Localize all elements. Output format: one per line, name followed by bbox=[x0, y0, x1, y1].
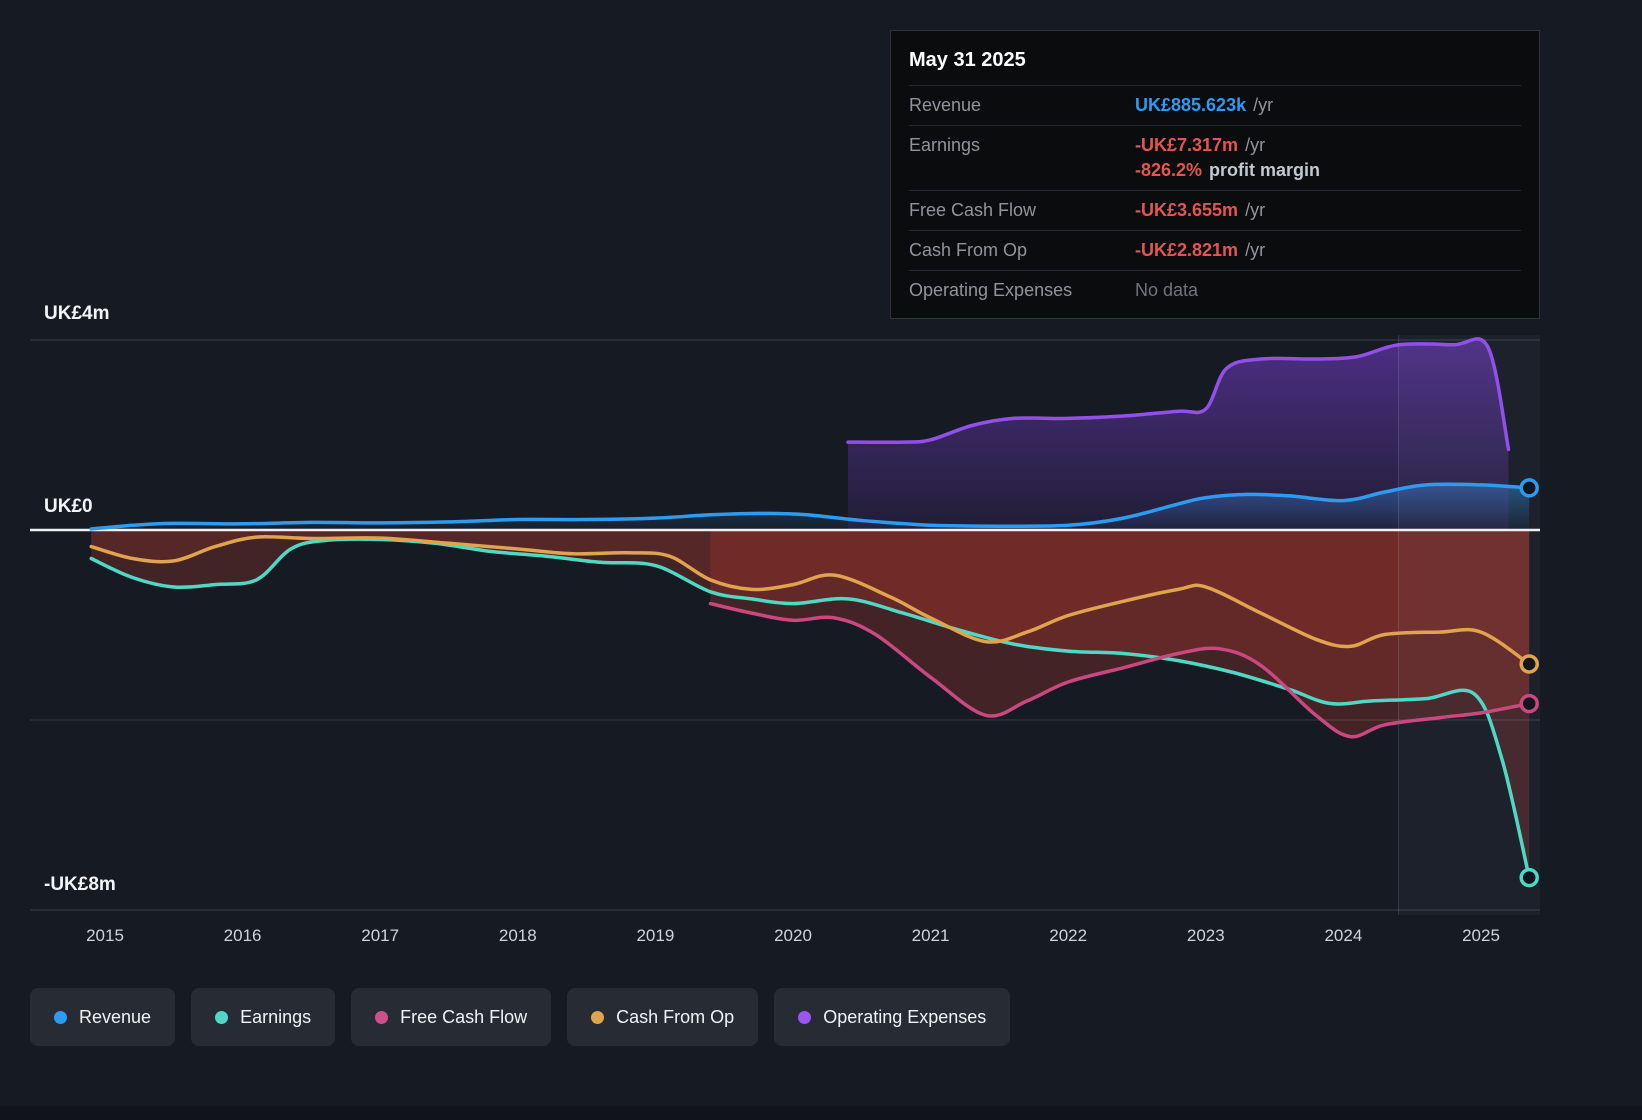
x-axis-label: 2021 bbox=[911, 926, 950, 945]
tooltip-row-free-cash-flow: Free Cash Flow -UK£3.655m/yr bbox=[909, 191, 1521, 231]
x-axis-label: 2016 bbox=[223, 926, 262, 945]
y-axis-label-top: UK£4m bbox=[44, 303, 110, 324]
legend-item-cash-from-op[interactable]: Cash From Op bbox=[567, 988, 759, 1046]
tooltip-revenue-label: Revenue bbox=[909, 95, 982, 115]
x-axis-label: 2020 bbox=[774, 926, 812, 945]
legend-label: Free Cash Flow bbox=[400, 1006, 528, 1027]
tooltip-row-cash-from-op: Cash From Op -UK£2.821m/yr bbox=[909, 231, 1521, 271]
tooltip-revenue-value: UK£885.623k/yr bbox=[1135, 95, 1274, 115]
legend-label: Cash From Op bbox=[616, 1006, 735, 1027]
x-axis-label: 2017 bbox=[361, 926, 400, 945]
tooltip-cashop-label: Cash From Op bbox=[909, 240, 1028, 260]
tooltip-row-revenue: Revenue UK£885.623k/yr bbox=[909, 86, 1521, 126]
legend-item-operating-expenses[interactable]: Operating Expenses bbox=[774, 988, 1011, 1046]
tooltip-cashop-value: -UK£2.821m/yr bbox=[1135, 240, 1266, 260]
x-axis-label: 2024 bbox=[1324, 926, 1363, 945]
legend-dot bbox=[591, 1010, 605, 1024]
tooltip-fcf-value: -UK£3.655m/yr bbox=[1135, 200, 1266, 220]
tooltip-date: May 31 2025 bbox=[909, 41, 1521, 86]
x-axis-label: 2023 bbox=[1186, 926, 1225, 945]
x-axis-label: 2015 bbox=[86, 926, 124, 945]
legend-dot bbox=[798, 1010, 812, 1024]
legend-dot bbox=[215, 1010, 229, 1024]
legend: Revenue Earnings Free Cash Flow Cash From O… bbox=[30, 988, 1011, 1046]
tooltip-row-operating-expenses: Operating Expenses No data bbox=[909, 271, 1521, 310]
legend-label: Revenue bbox=[79, 1006, 152, 1027]
tooltip-opex-value: No data bbox=[1135, 280, 1199, 300]
legend-label: Earnings bbox=[240, 1006, 312, 1027]
legend-label: Operating Expenses bbox=[823, 1006, 987, 1027]
legend-dot bbox=[54, 1010, 67, 1024]
tooltip-earnings-value: -UK£7.317m/yr bbox=[1135, 135, 1266, 155]
tooltip-opex-label: Operating Expenses bbox=[909, 280, 1073, 300]
legend-item-free-cash-flow[interactable]: Free Cash Flow bbox=[351, 988, 552, 1046]
tooltip-panel: May 31 2025 Revenue UK£885.623k/yr Earni… bbox=[890, 30, 1540, 319]
y-axis-label-bottom: -UK£8m bbox=[44, 874, 116, 895]
tooltip-row-profit-margin: -826.2% profit margin bbox=[909, 158, 1521, 191]
bottom-strip bbox=[0, 1106, 1642, 1120]
legend-dot bbox=[375, 1010, 389, 1024]
tooltip-earnings-label: Earnings bbox=[909, 135, 981, 155]
legend-item-earnings[interactable]: Earnings bbox=[191, 988, 336, 1046]
x-axis-label: 2022 bbox=[1049, 926, 1088, 945]
x-axis: 2015 2016 2017 2018 2019 2020 2021 2022 2023 2024… bbox=[0, 926, 1642, 952]
x-axis-label: 2019 bbox=[636, 926, 675, 945]
tooltip-row-earnings: Earnings -UK£7.317m/yr bbox=[909, 126, 1521, 158]
tooltip-fcf-label: Free Cash Flow bbox=[909, 200, 1037, 220]
tooltip-margin-value: -826.2% profit margin bbox=[1135, 160, 1321, 180]
x-axis-label: 2018 bbox=[498, 926, 537, 945]
legend-item-revenue[interactable]: Revenue bbox=[30, 988, 176, 1046]
y-axis-label-zero: UK£0 bbox=[44, 496, 93, 517]
x-axis-label: 2025 bbox=[1462, 926, 1500, 945]
